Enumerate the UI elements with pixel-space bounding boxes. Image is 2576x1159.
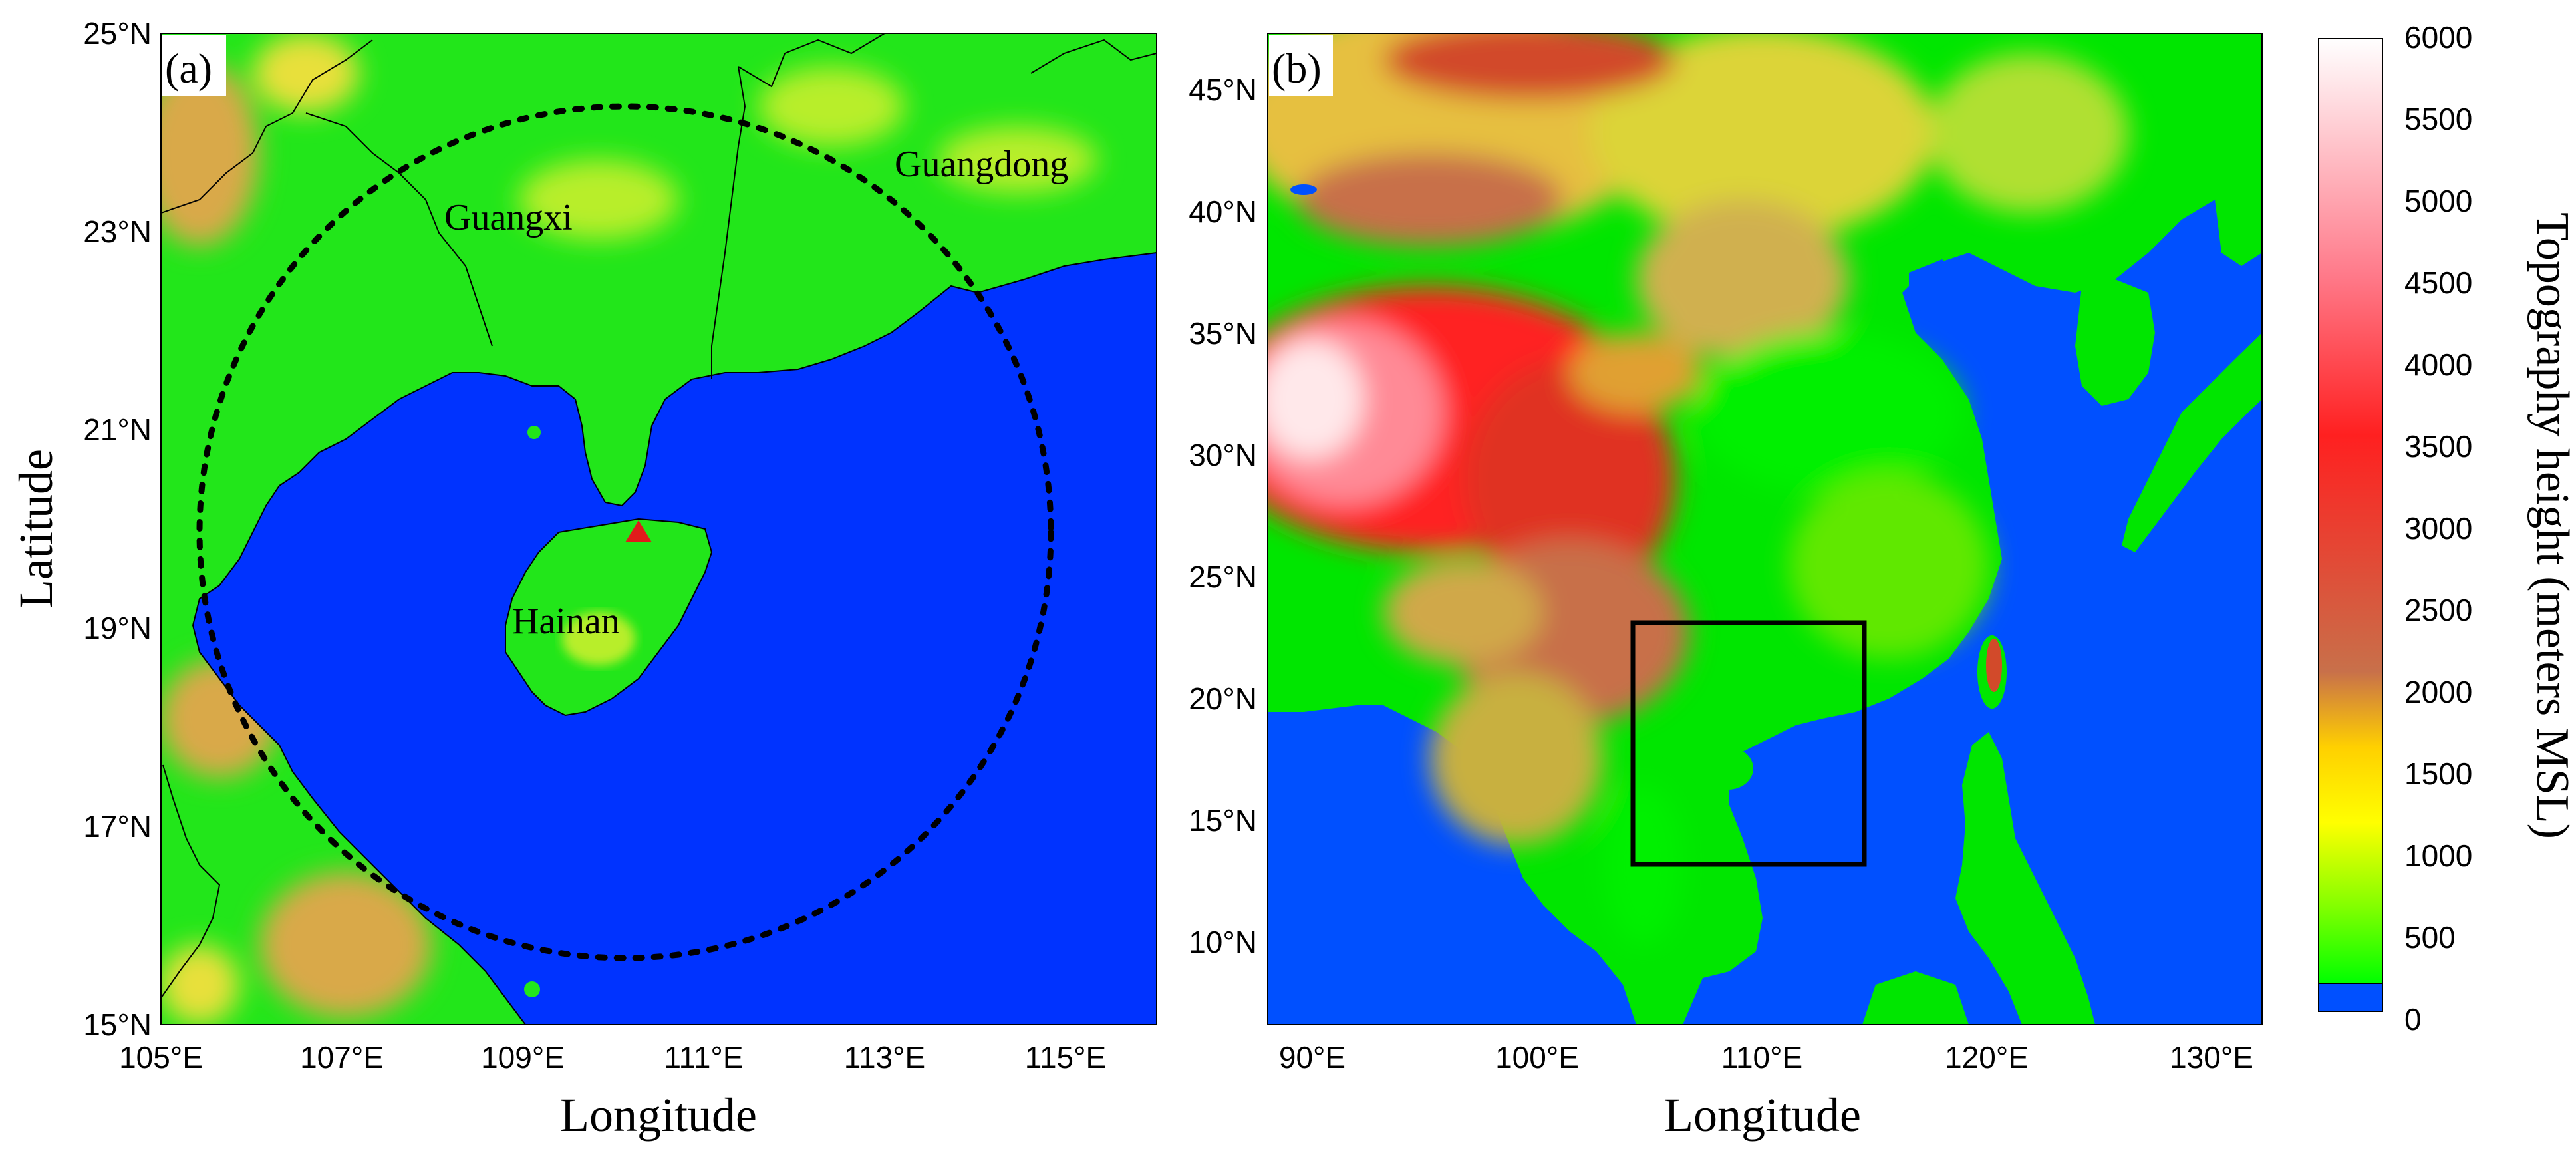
panel-a-x-ticks: 105°E 107°E 109°E 111°E 113°E 115°E xyxy=(119,1040,1106,1075)
panel-a-label-box xyxy=(162,35,226,96)
colorbar-tick: 0 xyxy=(2404,1002,2422,1037)
y-tick-label: 15°N xyxy=(1189,803,1257,838)
colorbar-gradient xyxy=(2318,38,2383,984)
panel-b-elevation xyxy=(1268,33,2128,945)
panel-a-y-ticks: 15°N 17°N 19°N 21°N 23°N 25°N xyxy=(83,16,152,1042)
korea xyxy=(2075,279,2155,406)
y-tick-label: 10°N xyxy=(1189,925,1257,959)
y-tick-label: 30°N xyxy=(1189,438,1257,472)
label-hainan: Hainan xyxy=(512,601,620,642)
y-tick-label: 21°N xyxy=(83,413,152,447)
province-borders xyxy=(161,33,1157,999)
x-tick-label: 107°E xyxy=(300,1040,384,1075)
panel-b-label-box xyxy=(1269,35,1333,96)
panel-b-hainan xyxy=(1703,747,1753,790)
yellow-sea xyxy=(1962,273,2075,426)
island xyxy=(524,981,540,997)
taiwan-highland xyxy=(1986,639,2002,692)
panel-b-y-ticks: 10°N 15°N 20°N 25°N 30°N 35°N 40°N 45°N xyxy=(1189,73,1257,959)
colorbar-ticks: 6000 5500 5000 4500 4000 3500 3000 2500 … xyxy=(2404,20,2472,1037)
x-tick-label: 130°E xyxy=(2170,1040,2253,1075)
x-tick-label: 90°E xyxy=(1279,1040,1346,1075)
x-tick-label: 109°E xyxy=(481,1040,565,1075)
colorbar-tick: 1000 xyxy=(2404,838,2472,873)
x-tick-label: 100°E xyxy=(1495,1040,1579,1075)
colorbar-tick: 1500 xyxy=(2404,756,2472,791)
label-guangdong: Guangdong xyxy=(895,144,1068,185)
panel-b-label: (b) xyxy=(1272,45,1322,92)
colorbar-tick: 5500 xyxy=(2404,102,2472,136)
x-tick-label: 115°E xyxy=(1025,1040,1106,1075)
colorbar-tick: 3000 xyxy=(2404,511,2472,546)
radar-site-triangle-icon xyxy=(625,520,652,542)
x-tick-label: 110°E xyxy=(1721,1040,1802,1075)
panel-b-x-ticks: 90°E 100°E 110°E 120°E 130°E xyxy=(1279,1040,2253,1075)
japan xyxy=(2122,333,2262,552)
panel-b-frame xyxy=(1267,33,2263,1025)
borneo xyxy=(1862,971,1969,1025)
hainan-highland xyxy=(562,612,635,665)
panel-a-frame xyxy=(160,33,1157,1025)
colorbar-tick: 3500 xyxy=(2404,429,2472,464)
colorbar-tick: 6000 xyxy=(2404,20,2472,55)
y-tick-label: 19°N xyxy=(83,611,152,645)
panel-b-x-axis-title: Longitude xyxy=(1664,1088,1861,1142)
colorbar-tick: 500 xyxy=(2404,920,2456,955)
y-tick-label: 45°N xyxy=(1189,73,1257,107)
colorbar-tick: 5000 xyxy=(2404,184,2472,218)
panel-a-highlands xyxy=(161,33,1097,1025)
y-tick-label: 20°N xyxy=(1189,681,1257,716)
panel-a-map: Guangxi Guangdong Hainan xyxy=(161,33,1157,1025)
y-tick-label: 15°N xyxy=(83,1007,152,1042)
colorbar-title: Topography height (meters MSL) xyxy=(2527,212,2576,839)
x-tick-label: 120°E xyxy=(1945,1040,2029,1075)
radar-range-circle xyxy=(196,103,1054,961)
colorbar-tick: 2500 xyxy=(2404,593,2472,627)
colorbar: 6000 5500 5000 4500 4000 3500 3000 2500 … xyxy=(2318,20,2576,1037)
colorbar-sea-swatch xyxy=(2318,983,2383,1012)
colorbar-tick: 4500 xyxy=(2404,265,2472,300)
colorbar-tick: 4000 xyxy=(2404,347,2472,382)
panel-a-x-axis-title: Longitude xyxy=(560,1088,757,1142)
japan-north xyxy=(2215,166,2262,266)
island xyxy=(527,426,541,439)
y-tick-label: 23°N xyxy=(83,214,152,249)
lake xyxy=(1290,184,1317,195)
panel-b-map xyxy=(1268,33,2262,1025)
y-tick-label: 25°N xyxy=(1189,560,1257,594)
panel-a-y-axis-title: Latitude xyxy=(9,449,63,609)
y-tick-label: 25°N xyxy=(83,16,152,51)
y-tick-label: 17°N xyxy=(83,809,152,844)
x-tick-label: 113°E xyxy=(844,1040,925,1075)
bohai-sea xyxy=(1909,259,1962,313)
panel-a-sea xyxy=(192,251,1157,1025)
colorbar-tick: 2000 xyxy=(2404,675,2472,709)
y-tick-label: 35°N xyxy=(1189,316,1257,351)
panel-a-label: (a) xyxy=(165,45,212,92)
philippines xyxy=(1955,732,2095,1025)
y-tick-label: 40°N xyxy=(1189,194,1257,229)
label-guangxi: Guangxi xyxy=(444,197,573,238)
inner-domain-box xyxy=(1630,620,1867,867)
x-tick-label: 111°E xyxy=(664,1040,744,1075)
x-tick-label: 105°E xyxy=(119,1040,203,1075)
